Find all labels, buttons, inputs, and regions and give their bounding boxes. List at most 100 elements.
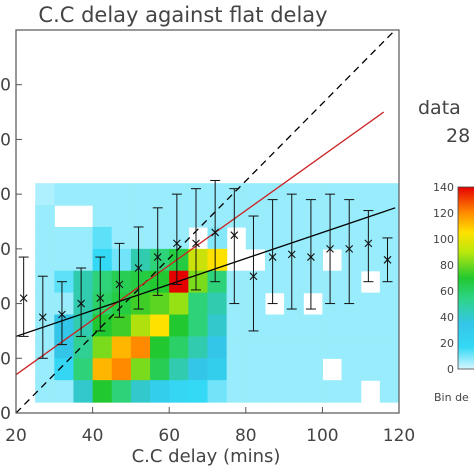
- heatmap-cell: [169, 380, 189, 403]
- heatmap-cell: [92, 205, 113, 228]
- data-point: [382, 237, 393, 283]
- heatmap-cell: [226, 380, 247, 403]
- y-tick-label: 20: [0, 349, 11, 369]
- heatmap-cell: [111, 205, 132, 228]
- x-marker: [364, 239, 373, 248]
- heatmap-cell: [130, 248, 151, 272]
- x-marker: [326, 244, 334, 253]
- data-point: [76, 267, 87, 337]
- heatmap-cell: [379, 248, 399, 272]
- heatmap-cell: [92, 248, 113, 272]
- data-point: [363, 210, 374, 283]
- heatmap-cell: [150, 314, 170, 337]
- heatmap-cell: [379, 314, 399, 337]
- x-tick-label: 20: [5, 426, 27, 446]
- heatmap-cell: [264, 248, 285, 272]
- heatmap-cell: [226, 358, 247, 381]
- heatmap-cell: [150, 358, 170, 381]
- heatmap-cell: [303, 183, 323, 206]
- heatmap-cell: [303, 314, 323, 337]
- heatmap-cell: [264, 270, 285, 294]
- heatmap-cell: [169, 358, 189, 381]
- heatmap-cell: [264, 226, 285, 250]
- heatmap-cell: [35, 380, 55, 403]
- data-point: [191, 188, 202, 291]
- colorbar-tick-label: 100: [433, 233, 454, 246]
- heatmap-cell: [54, 314, 75, 337]
- heatmap-cell: [379, 358, 399, 381]
- x-marker: [211, 228, 220, 237]
- heatmap-cell: [284, 205, 304, 228]
- heatmap-cell: [207, 226, 228, 250]
- y-tick-label: 40: [0, 295, 11, 315]
- lines-layer: [16, 30, 396, 413]
- colorbar-tick-label: 80: [440, 259, 454, 272]
- heatmap-cell: [92, 226, 113, 250]
- y-tick-label: 0: [0, 404, 11, 424]
- data-point: [344, 199, 355, 305]
- heatmap-cell: [379, 380, 399, 403]
- heatmap-cell: [360, 183, 381, 206]
- heatmap-cell: [35, 226, 55, 250]
- heatmap-cell: [150, 380, 170, 403]
- data-point: [133, 226, 144, 310]
- heatmap-cell: [360, 226, 381, 250]
- heatmap-cell: [35, 336, 55, 359]
- heatmap-cell: [303, 358, 323, 381]
- heatmap-cell: [188, 248, 209, 272]
- heatmap-cell: [399, 205, 419, 227]
- x-tick-label: 120: [383, 426, 415, 446]
- heatmap-cell: [284, 380, 304, 403]
- x-axis-label: C.C delay (mins): [132, 446, 281, 467]
- y-tick-label: 120: [0, 76, 11, 96]
- heatmap-cell: [188, 205, 209, 228]
- heatmap-cell: [73, 292, 94, 316]
- heatmap-cell: [245, 314, 266, 337]
- data-point: [114, 242, 125, 318]
- heatmap-cell: [130, 336, 151, 359]
- heatmap-cell: [341, 358, 362, 381]
- heatmap-cell: [245, 358, 266, 381]
- heatmap-cell: [207, 358, 228, 381]
- heatmap-cell: [207, 314, 228, 337]
- heatmap-cell: [169, 205, 189, 228]
- heatmap-cell: [54, 183, 75, 206]
- heatmap-cell: [245, 226, 266, 250]
- heatmap-cell: [207, 292, 228, 316]
- heatmap-cell: [150, 226, 170, 250]
- heatmap-cell: [322, 270, 343, 294]
- heatmap-cell: [399, 249, 419, 271]
- heatmap-cell: [54, 292, 75, 316]
- heatmap-cell: [92, 380, 113, 403]
- heatmap-cell: [360, 358, 381, 381]
- fit-line-2: [16, 207, 396, 338]
- fit-line-0: [16, 30, 396, 413]
- x-marker: [153, 253, 162, 261]
- heatmap-cell: [150, 205, 170, 228]
- heatmap-cell: [150, 292, 170, 316]
- heatmap-cell: [245, 270, 266, 294]
- heatmap-cell: [207, 380, 228, 403]
- heatmap-cell: [341, 314, 362, 337]
- heatmap-cell: [245, 292, 266, 316]
- data-point: [95, 256, 106, 332]
- heatmap-cell: [226, 205, 247, 228]
- heatmap-cell: [130, 183, 151, 206]
- heatmap-cell: [188, 358, 209, 381]
- data-point: [56, 281, 67, 346]
- colorbar: [457, 186, 474, 370]
- heatmap-cell: [341, 270, 362, 294]
- x-tick-label: 40: [82, 426, 104, 446]
- points-layer: [18, 179, 393, 359]
- heatmap-cell: [226, 336, 247, 359]
- colorbar-tick-label: 20: [440, 337, 454, 350]
- heatmap-cell: [169, 248, 189, 272]
- heatmap-cell: [169, 336, 189, 359]
- x-marker: [192, 239, 200, 248]
- y-tick-label: 100: [0, 130, 11, 150]
- heatmap-cell: [303, 205, 323, 228]
- x-marker: [287, 250, 296, 259]
- x-marker: [115, 280, 124, 289]
- heatmap-cell: [130, 226, 151, 250]
